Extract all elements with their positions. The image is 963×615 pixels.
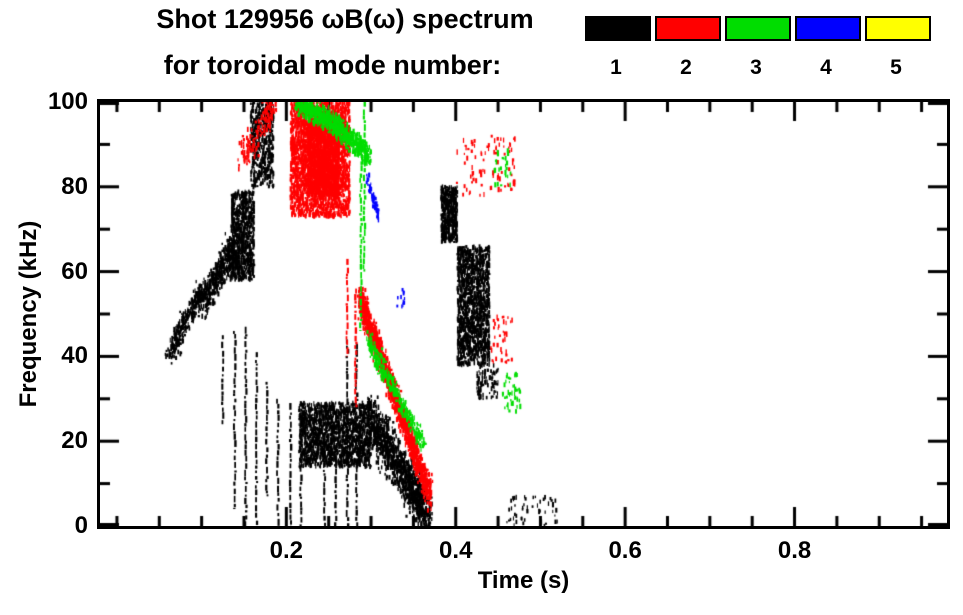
- legend-swatch-mode-4: [795, 16, 861, 41]
- legend-label-mode-5: 5: [890, 56, 902, 79]
- x-tick-label: 0.4: [439, 537, 473, 564]
- legend-label-mode-2: 2: [680, 56, 692, 79]
- legend-swatch-mode-3: [725, 16, 791, 41]
- y-tick-label: 100: [47, 88, 88, 115]
- legend-label-mode-3: 3: [750, 56, 762, 79]
- spectrogram-canvas: [100, 102, 947, 526]
- y-tick-label: 40: [61, 342, 88, 370]
- legend-swatch-mode-5: [865, 16, 931, 41]
- x-tick-label: 0.8: [777, 537, 812, 564]
- legend-swatch-mode-2: [655, 16, 721, 41]
- legend-swatch-mode-1: [585, 16, 651, 41]
- plot-area: [97, 99, 950, 529]
- legend-label-mode-4: 4: [820, 56, 832, 79]
- legend-label-mode-1: 1: [610, 56, 622, 79]
- y-tick-label: 60: [61, 257, 88, 285]
- x-axis-label: Time (s): [477, 567, 570, 594]
- y-tick-label: 20: [61, 427, 88, 455]
- y-tick-label: 0: [74, 512, 88, 539]
- chart-subtitle: for toroidal mode number:: [163, 50, 502, 80]
- chart-title: Shot 129956 ωB(ω) spectrum: [156, 4, 534, 34]
- y-axis-label: Frequency (kHz): [15, 220, 42, 408]
- x-tick-label: 0.6: [608, 537, 642, 564]
- x-tick-label: 0.2: [269, 537, 304, 564]
- y-tick-label: 80: [61, 172, 88, 200]
